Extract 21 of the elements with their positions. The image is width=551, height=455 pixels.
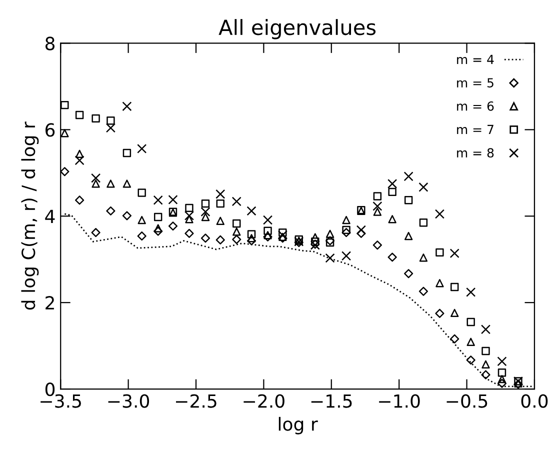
chart-title: All eigenvalues bbox=[218, 19, 376, 40]
legend-label: m = 4 bbox=[457, 54, 494, 64]
x-tick-label: −3.5 bbox=[40, 394, 81, 408]
y-tick-label: 6 bbox=[46, 123, 55, 137]
y-tick-label: 2 bbox=[46, 296, 54, 310]
legend-label: m = 7 bbox=[457, 124, 494, 134]
y-tick-label: 0 bbox=[45, 382, 55, 396]
legend-label: m = 6 bbox=[457, 101, 494, 111]
legend-label: m = 5 bbox=[457, 78, 494, 88]
x-tick-label: 0.0 bbox=[521, 394, 548, 408]
x-tick-label: −3.0 bbox=[108, 394, 150, 408]
legend-label: m = 8 bbox=[457, 148, 494, 158]
x-axis-title: log r bbox=[278, 416, 318, 434]
y-axis-title: d log C(m, r) / d log r bbox=[21, 122, 39, 310]
y-tick-label: 8 bbox=[45, 36, 55, 50]
x-tick-label: −1.5 bbox=[311, 394, 352, 408]
x-tick-label: −2.5 bbox=[176, 394, 216, 408]
x-tick-label: −2.0 bbox=[244, 394, 284, 408]
y-tick-label: 4 bbox=[45, 210, 55, 223]
x-tick-label: −1.0 bbox=[379, 394, 420, 408]
x-tick-label: −0.5 bbox=[446, 394, 488, 408]
